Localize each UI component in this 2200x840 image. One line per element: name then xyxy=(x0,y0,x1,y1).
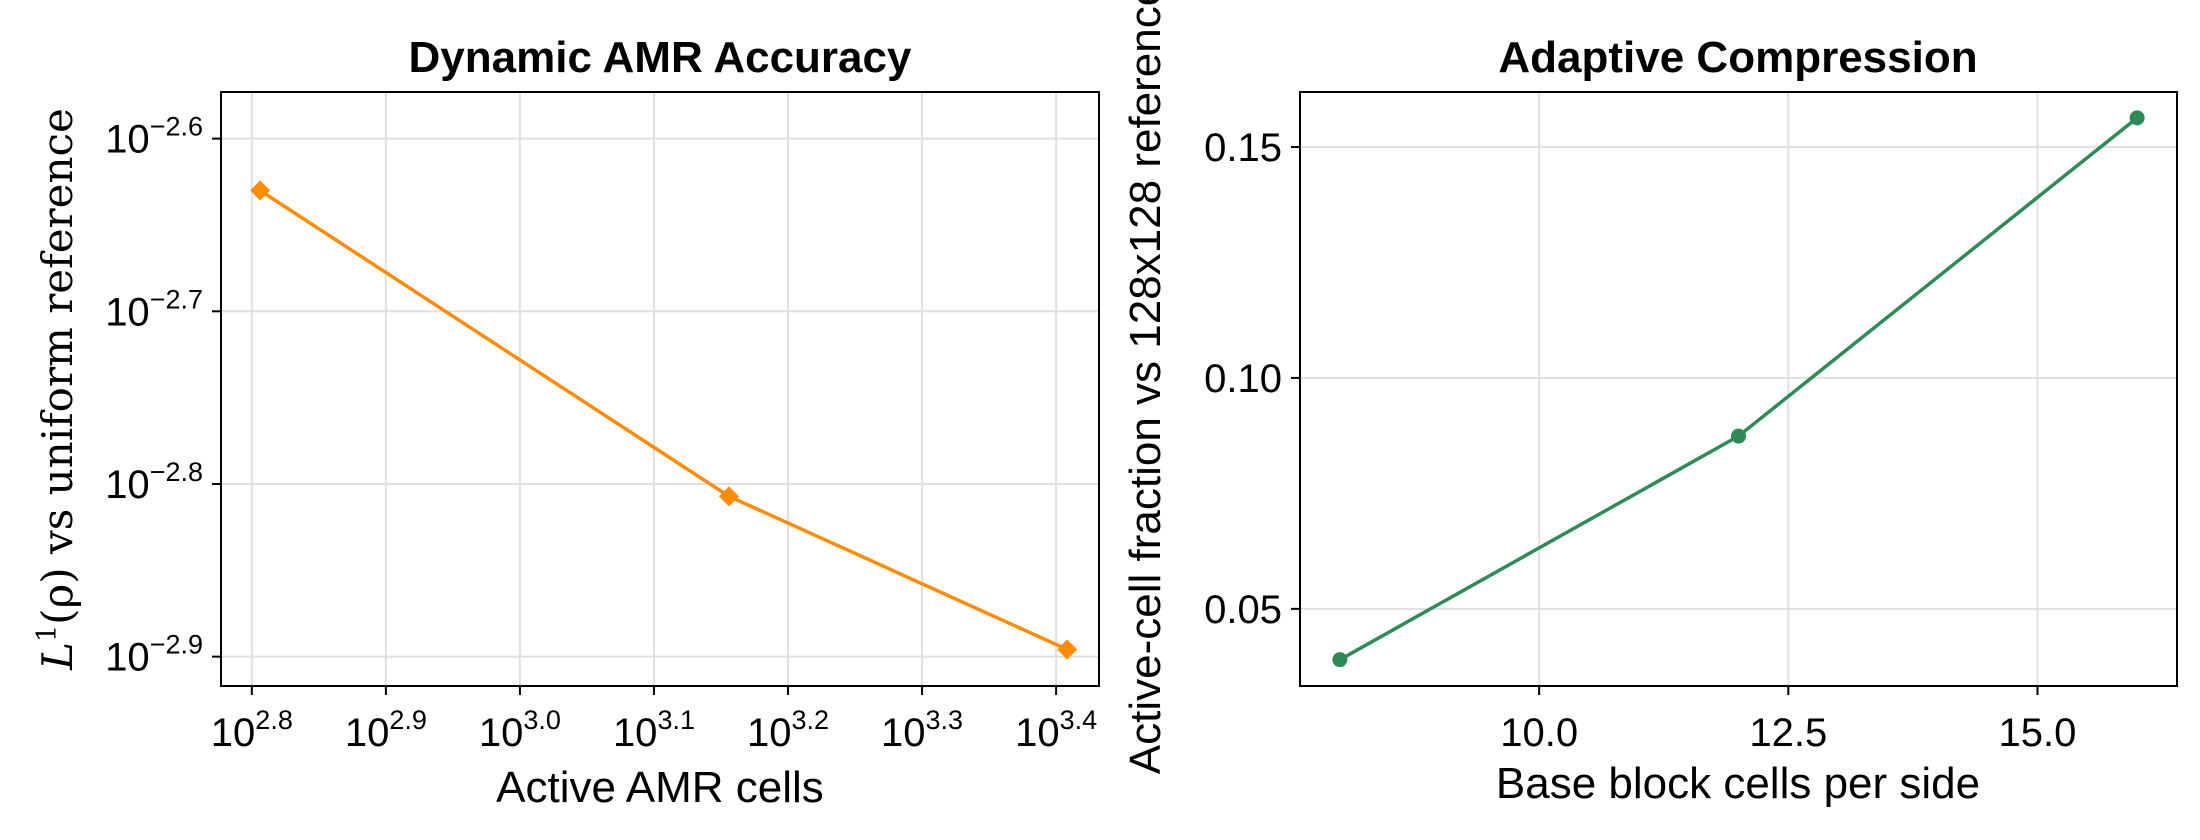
y-tick-label: 10−2.6 xyxy=(105,112,203,162)
x-axis-label: Active AMR cells xyxy=(496,763,824,812)
y-axis-ticks: 0.05 0.10 0.15 xyxy=(1204,126,1300,632)
chart-adaptive-compression: Adaptive Compression 10.0 12.5 15.0 0.050.… xyxy=(1121,0,2178,808)
series-line xyxy=(259,189,1068,652)
x-tick-label: 103.3 xyxy=(881,705,963,755)
data-point-marker xyxy=(1731,428,1746,444)
data-point-marker xyxy=(250,180,271,201)
y-axis-ticks: 10−2.6 10−2.7 10−2.8 10−2.9 xyxy=(105,112,221,680)
plot-area xyxy=(220,91,1100,687)
x-axis-ticks: 10.0 12.5 15.0 xyxy=(1500,686,2076,755)
x-tick-label: 102.8 xyxy=(211,705,293,755)
x-tick-label: 103.4 xyxy=(1015,705,1097,755)
data-point-marker xyxy=(1057,639,1078,660)
grid-lines xyxy=(1300,92,2177,686)
y-tick-label: 0.15 xyxy=(1204,126,1282,170)
chart-title: Adaptive Compression xyxy=(1498,33,1977,82)
y-tick-label: 10−2.8 xyxy=(105,457,203,507)
x-axis-ticks: 102.8 102.9 103.0 103.1 103.2 103.3 103.4 xyxy=(211,686,1097,755)
y-tick-label: 0.05 xyxy=(1204,588,1282,632)
x-tick-label: 103.0 xyxy=(479,705,561,755)
y-tick-label: 10−2.9 xyxy=(105,630,203,680)
series-line xyxy=(1339,116,2139,662)
plot-area xyxy=(1299,91,2178,687)
data-point-marker xyxy=(2129,110,2145,126)
x-tick-label: 10.0 xyxy=(1500,711,1578,755)
y-axis-label: Active-cell fraction vs 128x128 referenc… xyxy=(1121,0,1170,774)
x-tick-label: 103.2 xyxy=(747,705,829,755)
data-series xyxy=(1332,110,2145,668)
y-axis-label: L1(ρ) vs uniform reference xyxy=(32,108,82,671)
x-tick-label: 15.0 xyxy=(1999,711,2077,755)
chart-dynamic-amr-accuracy: Dynamic AMR Accuracy 102.8 102.9 103.0 103.… xyxy=(32,33,1100,812)
data-point-marker xyxy=(1332,652,1348,668)
y-tick-label: 0.10 xyxy=(1204,357,1282,401)
data-point-marker xyxy=(718,486,739,507)
grid-lines xyxy=(221,92,1099,686)
x-tick-label: 12.5 xyxy=(1749,711,1827,755)
y-tick-label: 10−2.7 xyxy=(105,284,203,334)
x-axis-label: Base block cells per side xyxy=(1496,759,1980,808)
data-series xyxy=(250,180,1078,660)
x-tick-label: 102.9 xyxy=(345,705,427,755)
x-tick-label: 103.1 xyxy=(613,705,695,755)
chart-title: Dynamic AMR Accuracy xyxy=(409,33,912,82)
